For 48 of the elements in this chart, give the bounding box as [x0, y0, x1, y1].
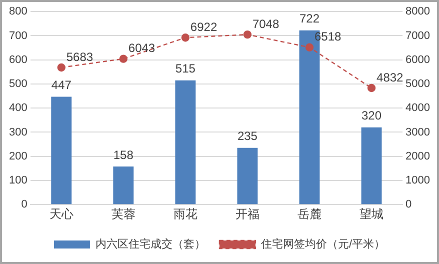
- legend-label: 内六区住宅成交（套）: [95, 238, 206, 251]
- bar: [237, 148, 258, 204]
- data-label: 158: [113, 148, 134, 162]
- y2-tick-label: 8000: [406, 6, 430, 18]
- y-tick-label: 700: [8, 30, 28, 42]
- data-label: 235: [237, 129, 258, 144]
- point: [305, 43, 314, 52]
- y-tick-label: 300: [8, 126, 28, 138]
- y-tick-label: 100: [8, 174, 28, 187]
- x-tick-label: 岳麓: [297, 207, 322, 222]
- data-label: 6922: [190, 20, 218, 34]
- data-label: 6043: [128, 41, 156, 56]
- x-tick-label: 开福: [235, 207, 260, 222]
- data-label: 5683: [66, 50, 94, 64]
- y2-tick-label: 3000: [406, 126, 430, 138]
- x-tick-label: 雨花: [173, 207, 198, 222]
- point: [367, 84, 376, 92]
- y2-tick-label: 7000: [406, 30, 430, 42]
- bar: [361, 127, 382, 204]
- y2-tick-label: 1000: [406, 174, 430, 187]
- y-tick-label: 600: [8, 54, 28, 66]
- data-label: 320: [362, 108, 382, 123]
- x-tick-label: 望城: [360, 207, 384, 222]
- data-label: 447: [51, 78, 72, 92]
- data-label: 4832: [376, 70, 404, 84]
- data-label: 515: [175, 62, 196, 76]
- y2-tick-label: 4000: [406, 102, 430, 114]
- bar: [113, 166, 134, 204]
- point: [243, 30, 252, 39]
- y2-tick-label: 6000: [406, 54, 430, 66]
- y-tick-label: 200: [8, 150, 28, 162]
- point: [57, 63, 66, 72]
- bar: [175, 80, 196, 204]
- y2-tick-label: 5000: [406, 78, 430, 90]
- x-tick-label: 芙蓉: [111, 207, 136, 222]
- data-label: 7048: [252, 16, 280, 31]
- point: [119, 54, 128, 63]
- x-tick-label: 天心: [49, 207, 74, 222]
- y-tick-label: 800: [8, 6, 28, 18]
- y2-tick-label: 0: [406, 198, 412, 211]
- y-tick-label: 400: [8, 102, 28, 114]
- y-tick-label: 500: [8, 78, 28, 90]
- point: [181, 34, 190, 42]
- legend-label: 住宅网签均价（元/平米）: [260, 238, 386, 251]
- data-label: 722: [299, 12, 320, 26]
- y-tick-label: 0: [21, 198, 28, 211]
- y2-tick-label: 2000: [406, 150, 430, 162]
- bar: [51, 96, 72, 204]
